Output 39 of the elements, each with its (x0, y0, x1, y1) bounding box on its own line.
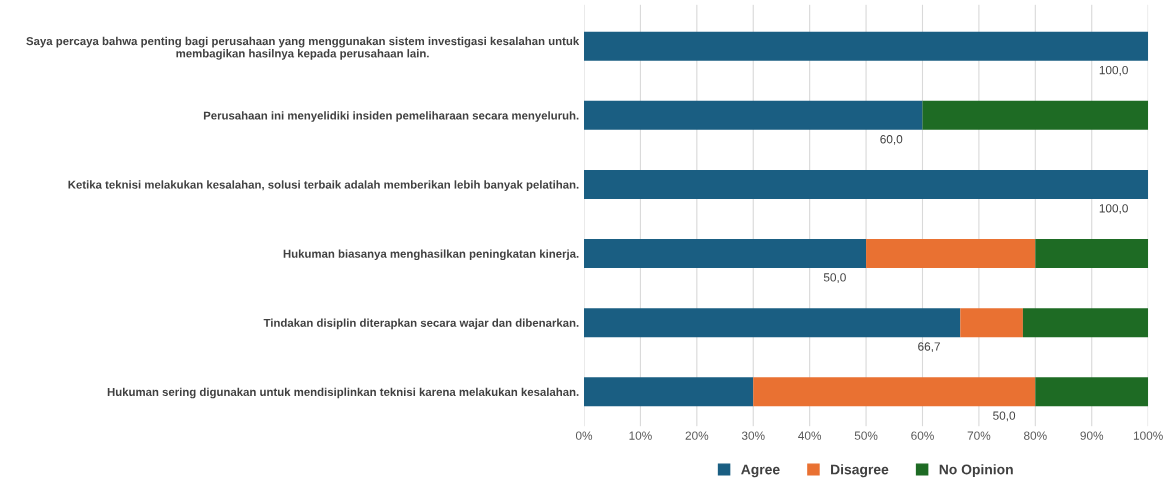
x-tick-label: 0% (575, 431, 593, 440)
y-tick-label: Hukuman biasanya menghasilkan peningkatan kinerja. (283, 249, 579, 261)
legend-label: Disagree (831, 464, 889, 478)
y-tick-label: Ketika teknisi melakukan kesalahan, solusi terbaik adalah memberikan lebih banyak pelatihan. (68, 180, 579, 191)
x-tick-label: 30% (741, 431, 765, 440)
bar (960, 308, 1023, 338)
x-tick-label: 60% (911, 431, 934, 440)
data-label: 60,0 (880, 135, 903, 145)
x-tick-label: 50% (854, 431, 878, 440)
x-tick-label: 80% (1024, 431, 1047, 440)
bar (584, 31, 1149, 61)
legend-label: No Opinion (939, 464, 1013, 478)
bar (922, 100, 1149, 130)
bar (1035, 239, 1149, 269)
x-tick-label: 100% (1133, 431, 1163, 440)
data-label: 50,0 (993, 411, 1016, 422)
y-tick-label: Hukuman sering digunakan untuk mendisiplinkan teknisi karena melakukan kesalahan. (107, 387, 579, 399)
bar (584, 239, 867, 269)
bar (866, 239, 1036, 269)
bar (584, 377, 754, 407)
bar (753, 377, 1036, 407)
data-label: 50,0 (823, 273, 846, 283)
bar (1022, 308, 1149, 338)
y-tick-label: Saya percaya bahwa penting bagi perusahaan yang menggunakan sistem investigasi kesalahan untuk membagikan hasilnya kepada perusahaan lain. (26, 36, 580, 60)
x-tick-label: 70% (967, 431, 991, 440)
bar (584, 169, 1149, 199)
legend-label: Agree (741, 464, 780, 478)
data-label: 100,0 (1099, 65, 1128, 76)
y-tick-label: Perusahaan ini menyelidiki insiden pemeliharaan secara menyeluruh. (203, 111, 579, 122)
data-label: 66,7 (918, 342, 940, 353)
x-tick-label: 20% (685, 431, 709, 440)
bar (1035, 377, 1149, 407)
data-label: 100,0 (1099, 204, 1128, 214)
x-tick-label: 10% (629, 431, 652, 440)
bar (584, 308, 961, 338)
x-tick-label: 90% (1080, 431, 1104, 440)
x-tick-label: 40% (798, 431, 822, 440)
bar (584, 100, 923, 130)
y-tick-label: Tindakan disiplin diterapkan secara wajar dan dibenarkan. (263, 318, 579, 330)
